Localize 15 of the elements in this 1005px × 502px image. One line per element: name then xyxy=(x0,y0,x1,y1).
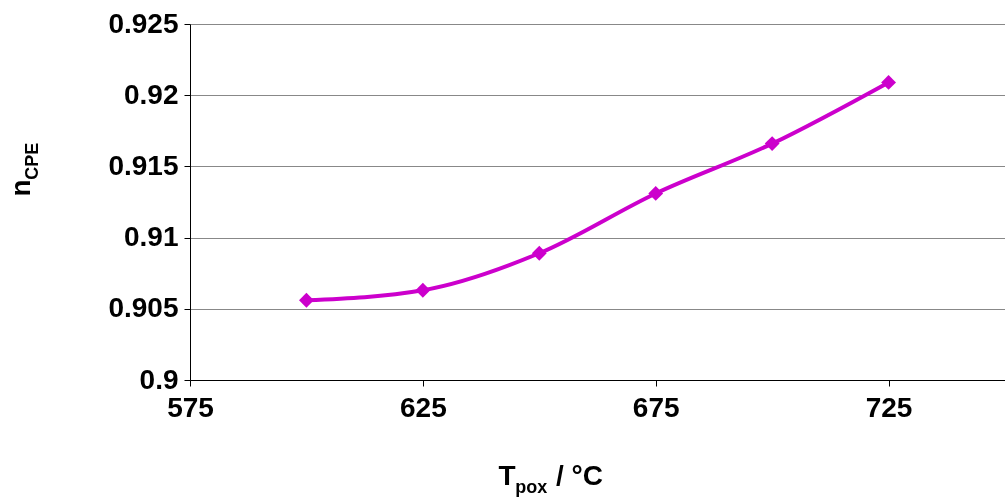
point xyxy=(881,74,896,90)
x-tick-label: 675 xyxy=(632,391,680,423)
point xyxy=(299,292,314,308)
y-tick-label: 0.915 xyxy=(108,149,179,181)
y-tick-label: 0.91 xyxy=(124,221,179,253)
point xyxy=(648,186,664,201)
x-tick-label: 725 xyxy=(865,391,913,423)
y-tick-label: 0.925 xyxy=(108,7,179,39)
point xyxy=(531,245,547,261)
y-tick-label: 0.92 xyxy=(124,78,179,110)
point xyxy=(415,282,431,298)
point xyxy=(764,136,780,152)
y-tick-label: 0.905 xyxy=(108,292,179,324)
x-tick-label: 625 xyxy=(400,391,447,423)
y-axis-title: nCPE xyxy=(5,142,42,197)
